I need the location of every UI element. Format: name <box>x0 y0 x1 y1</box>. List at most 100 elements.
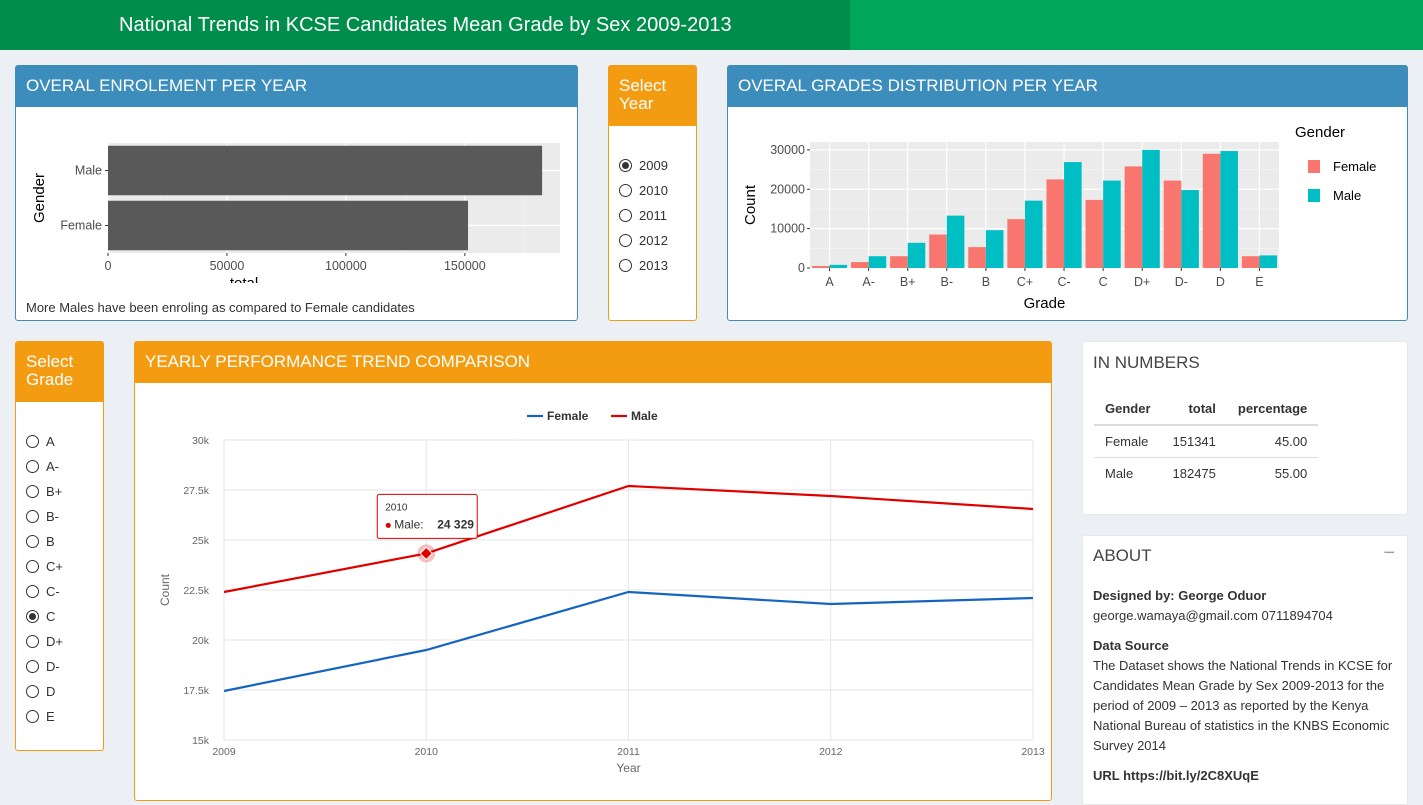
y-tick-label: 20k <box>192 635 210 647</box>
legend-label-female: Female <box>547 409 589 423</box>
grade-option-bminus[interactable]: B- <box>26 509 59 525</box>
grade-option-aminus[interactable]: A- <box>26 459 59 475</box>
select-year-box: Select Year 2009 2010 2011 2012 2013 <box>608 65 697 321</box>
grade-option-label: C- <box>46 584 60 599</box>
x-tick-label: 2010 <box>415 746 439 758</box>
select-grade-box: Select Grade A A- B+ B- B C+ C- C D+ D- D E <box>15 341 104 751</box>
bar-male-c <box>1103 180 1121 268</box>
bar-female-aminus <box>851 262 869 268</box>
enrolment-box-title: OVERAL ENROLEMENT PER YEAR <box>16 66 577 107</box>
x-tick-label: 2012 <box>819 746 843 758</box>
grade-option-c[interactable]: C <box>26 609 55 625</box>
legend-label-female: Female <box>1333 159 1376 174</box>
x-tick-label: 150000 <box>444 259 486 273</box>
bar-female-c <box>1085 199 1104 268</box>
radio-button[interactable] <box>619 184 632 197</box>
grades-chart: 0 10000 20000 30000 A A- B+ B- B C+ C- C D+ D- D E Grade… <box>742 124 1376 312</box>
grade-option-dminus[interactable]: D- <box>26 659 60 675</box>
radio-button[interactable] <box>26 610 39 623</box>
bar-female-dminus <box>1163 180 1182 268</box>
numbers-box-title: IN NUMBERS <box>1093 353 1200 372</box>
radio-button[interactable] <box>26 485 39 498</box>
x-tick-label: C <box>1099 275 1108 289</box>
x-tick-label: A <box>825 275 834 289</box>
top-header: National Trends in KCSE Candidates Mean … <box>0 0 1423 50</box>
legend-label-male: Male <box>631 409 658 423</box>
year-option-2009[interactable]: 2009 <box>619 158 668 174</box>
column-total: total <box>1161 393 1227 426</box>
grade-option-cplus[interactable]: C+ <box>26 559 63 575</box>
tooltip-box <box>376 493 478 539</box>
designer-contact: george.wamaya@gmail.com 0711894704 <box>1093 608 1333 623</box>
radio-button[interactable] <box>26 635 39 648</box>
bar-male-bplus <box>907 242 926 268</box>
bar-female-a <box>811 266 830 268</box>
x-tick-label: 2009 <box>212 746 236 758</box>
url-label[interactable]: URL https://bit.ly/2C8XUqE <box>1093 768 1259 783</box>
grade-option-label: A <box>46 434 55 449</box>
x-tick-label: D- <box>1175 275 1188 289</box>
radio-button[interactable] <box>619 234 632 247</box>
tooltip-value: 24 329 <box>437 517 474 531</box>
grade-option-d[interactable]: D <box>26 684 55 700</box>
radio-button[interactable] <box>26 560 39 573</box>
bar-female-cminus <box>1046 179 1065 268</box>
radio-button[interactable] <box>619 259 632 272</box>
x-tick-label: B- <box>941 275 954 289</box>
x-tick-label: 50000 <box>210 259 245 273</box>
bar-male-cplus <box>1024 200 1043 268</box>
grade-option-b[interactable]: B <box>26 534 55 550</box>
bar-male-d <box>1220 151 1238 268</box>
grade-option-dplus[interactable]: D+ <box>26 634 63 650</box>
bar-female-e <box>1241 256 1260 268</box>
radio-button[interactable] <box>26 710 39 723</box>
radio-button[interactable] <box>619 209 632 222</box>
bar-female-b <box>968 247 986 268</box>
year-option-2010[interactable]: 2010 <box>619 183 668 199</box>
y-tick-label: Female <box>60 219 102 233</box>
bar-male <box>108 145 543 196</box>
hover-marker <box>419 546 433 561</box>
bar-male-a <box>829 264 848 268</box>
table-cell: 45.00 <box>1226 425 1319 458</box>
radio-button[interactable] <box>26 535 39 548</box>
year-option-label: 2013 <box>639 258 668 273</box>
y-axis-label: Count <box>742 184 759 225</box>
bar-female-cplus <box>1007 219 1025 268</box>
radio-button[interactable] <box>26 510 39 523</box>
collapse-icon[interactable]: − <box>1383 542 1395 564</box>
legend-title: Gender <box>1295 124 1345 141</box>
numbers-table: Gender total percentage Female 151341 45… <box>1094 393 1319 490</box>
table-cell: Female <box>1094 425 1162 458</box>
y-axis-label: Gender <box>31 173 48 223</box>
legend-label-male: Male <box>1333 188 1361 203</box>
grade-option-cminus[interactable]: C- <box>26 584 60 600</box>
year-option-2013[interactable]: 2013 <box>619 258 668 274</box>
header-title: National Trends in KCSE Candidates Mean … <box>0 0 850 50</box>
radio-button[interactable] <box>619 159 632 172</box>
y-tick-label: 22.5k <box>183 585 209 597</box>
grade-option-a[interactable]: A <box>26 434 55 450</box>
table-cell: 151341 <box>1161 425 1227 458</box>
table-cell: Male <box>1105 466 1134 481</box>
grade-option-label: E <box>46 709 55 724</box>
grade-option-e[interactable]: E <box>26 709 55 725</box>
x-tick-label: 100000 <box>325 259 367 273</box>
radio-button[interactable] <box>26 660 39 673</box>
radio-button[interactable] <box>26 460 39 473</box>
x-axis-label: Year <box>616 761 640 775</box>
radio-button[interactable] <box>26 685 39 698</box>
year-option-2011[interactable]: 2011 <box>619 208 667 224</box>
x-tick-label: D <box>1216 275 1225 289</box>
year-option-label: 2012 <box>639 233 668 248</box>
year-option-label: 2009 <box>639 158 668 173</box>
bar-female-dplus <box>1124 166 1143 268</box>
bar-male-b <box>985 230 1004 268</box>
radio-button[interactable] <box>26 585 39 598</box>
table-row: Male 182475 55.00 <box>1094 458 1318 490</box>
radio-button[interactable] <box>26 435 39 448</box>
year-option-2012[interactable]: 2012 <box>619 233 668 249</box>
year-option-label: 2010 <box>639 183 668 198</box>
grade-option-bplus[interactable]: B+ <box>26 484 62 500</box>
tooltip-series-label: Male: <box>394 517 423 531</box>
